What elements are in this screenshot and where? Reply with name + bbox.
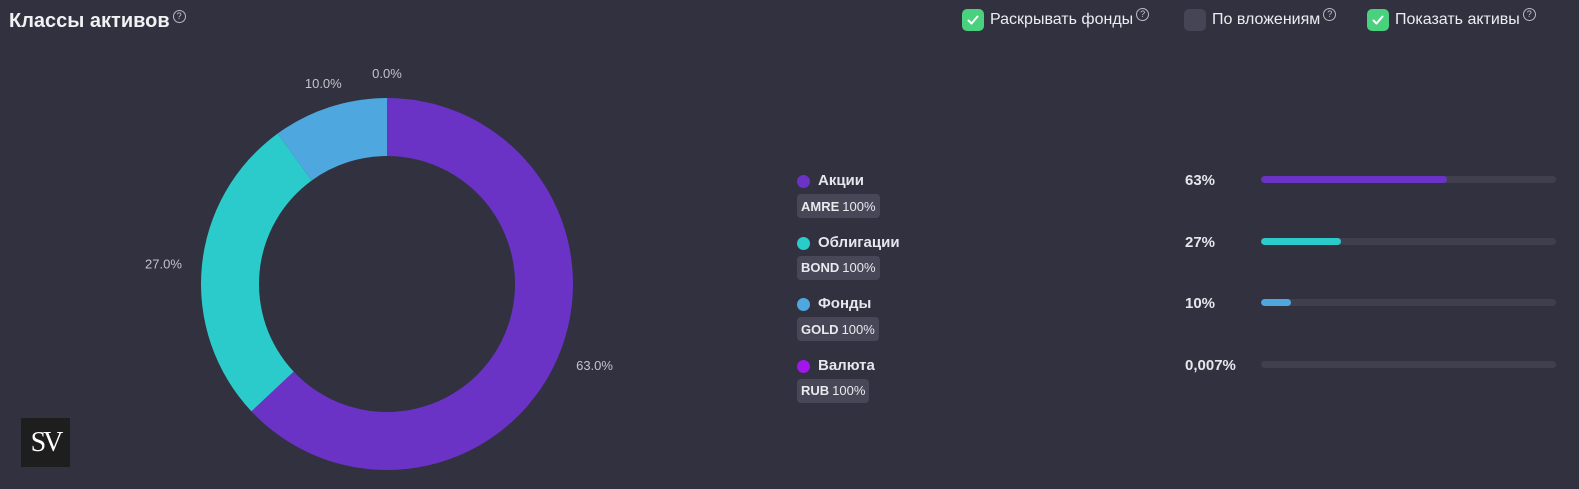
asset-share: 100% bbox=[842, 260, 876, 275]
legend-name: Облигации bbox=[818, 233, 900, 251]
by-investments-help-icon[interactable]: ? bbox=[1323, 8, 1337, 21]
asset-ticker: GOLD bbox=[801, 321, 839, 337]
donut-slice[interactable] bbox=[251, 98, 573, 470]
option-show-assets[interactable]: Показать активы ? bbox=[1367, 8, 1536, 31]
legend-percent: 63% bbox=[1185, 172, 1216, 189]
title-help-icon[interactable]: ? bbox=[172, 10, 186, 23]
legend-percent: 0,007% bbox=[1185, 356, 1236, 374]
show-assets-label[interactable]: Показать активы bbox=[1395, 11, 1520, 28]
show-assets-help-icon[interactable]: ? bbox=[1522, 8, 1536, 21]
progress-bar-fill bbox=[1261, 299, 1291, 306]
legend-percent: 27% bbox=[1185, 233, 1216, 251]
legend-dot bbox=[797, 359, 810, 373]
legend-percent: 10% bbox=[1185, 295, 1216, 312]
legend-row-funds: Фонды GOLD 100% 10% bbox=[797, 293, 1557, 355]
legend-row-stocks: Акции AMRE 100% 63% bbox=[797, 170, 1557, 232]
legend-name: Валюта bbox=[818, 356, 875, 374]
donut-slice-label: 63.0% bbox=[576, 358, 613, 373]
asset-share: 100% bbox=[841, 321, 875, 337]
asset-chip[interactable]: GOLD 100% bbox=[797, 317, 879, 341]
progress-bar bbox=[1261, 360, 1556, 368]
donut-slice-label: 0.0% bbox=[372, 66, 402, 81]
by-investments-label[interactable]: По вложениям bbox=[1212, 11, 1321, 28]
asset-classes-legend: Акции AMRE 100% 63% Облигации BOND 100% 27… bbox=[797, 170, 1557, 416]
asset-chip[interactable]: BOND 100% bbox=[797, 255, 880, 280]
progress-bar bbox=[1261, 299, 1556, 306]
legend-dot bbox=[797, 298, 810, 311]
legend-row-currency: Валюта RUB 100% 0,007% bbox=[797, 355, 1557, 417]
progress-bar bbox=[1261, 237, 1556, 245]
check-icon bbox=[967, 15, 979, 25]
asset-share: 100% bbox=[842, 198, 876, 214]
check-icon bbox=[1372, 15, 1384, 25]
legend-dot bbox=[797, 236, 810, 250]
expand-funds-label[interactable]: Раскрывать фонды bbox=[990, 11, 1134, 28]
asset-chip[interactable]: RUB 100% bbox=[797, 378, 870, 403]
option-by-investments[interactable]: По вложениям ? bbox=[1184, 8, 1337, 31]
sv-logo-text: SV bbox=[30, 426, 64, 458]
progress-bar-fill bbox=[1261, 176, 1447, 183]
legend-row-bonds: Облигации BOND 100% 27% bbox=[797, 232, 1557, 294]
expand-funds-checkbox[interactable] bbox=[962, 9, 984, 31]
by-investments-checkbox[interactable] bbox=[1184, 9, 1206, 31]
donut-slice-label: 27.0% bbox=[145, 257, 182, 272]
legend-name: Фонды bbox=[818, 295, 872, 312]
expand-funds-help-icon[interactable]: ? bbox=[1136, 8, 1150, 21]
page-title: Классы активов ? bbox=[9, 10, 186, 33]
asset-ticker: RUB bbox=[801, 383, 830, 398]
legend-dot bbox=[797, 175, 810, 188]
asset-share: 100% bbox=[832, 383, 866, 398]
option-expand-funds[interactable]: Раскрывать фонды ? bbox=[962, 8, 1150, 31]
asset-classes-donut-chart: 63.0% 27.0% 10.0% 0.0% bbox=[145, 66, 613, 470]
page-title-text: Классы активов bbox=[9, 10, 170, 32]
asset-chip[interactable]: AMRE 100% bbox=[797, 194, 880, 218]
show-assets-checkbox[interactable] bbox=[1367, 9, 1389, 31]
donut-slice[interactable] bbox=[277, 98, 387, 181]
legend-name: Акции bbox=[818, 172, 865, 189]
sv-logo: SV bbox=[21, 418, 70, 467]
asset-ticker: BOND bbox=[801, 260, 840, 275]
donut-slice[interactable] bbox=[201, 133, 312, 412]
asset-ticker: AMRE bbox=[801, 198, 840, 214]
progress-bar bbox=[1261, 176, 1556, 183]
progress-bar-fill bbox=[1261, 237, 1341, 245]
donut-slice-label: 10.0% bbox=[305, 76, 342, 91]
